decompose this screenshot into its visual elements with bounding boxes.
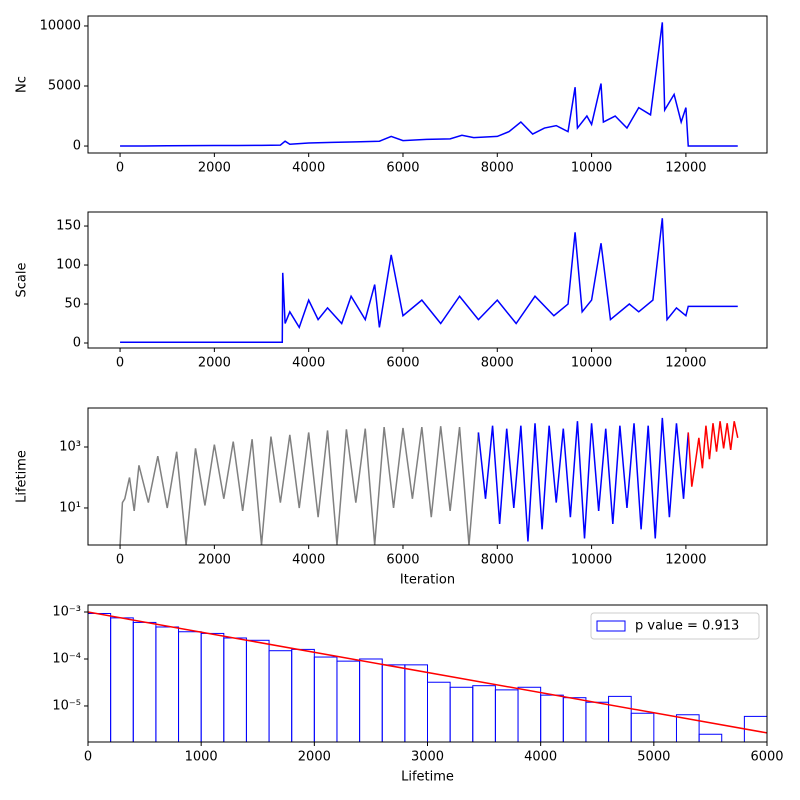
x-tick-label: 2000 — [198, 356, 231, 371]
hist-bar — [223, 637, 247, 742]
hist-bar — [245, 639, 270, 742]
y-axis-label: Scale — [15, 263, 30, 298]
hist-bar — [585, 701, 610, 742]
line — [120, 218, 738, 343]
x-tick-label: 8000 — [481, 356, 514, 371]
legend-label: p value = 0.913 — [635, 619, 739, 634]
x-axis-label: Lifetime — [401, 770, 454, 785]
hist-bar — [540, 694, 564, 742]
hist-bar — [132, 621, 157, 742]
hist-bar — [562, 697, 587, 742]
legend-swatch — [596, 620, 626, 632]
x-tick-label: 12000 — [665, 161, 706, 176]
hist-bar — [155, 626, 180, 742]
y-tick-label: 10¹ — [59, 500, 81, 515]
x-tick-label: 6000 — [386, 356, 419, 371]
x-tick-label: 6000 — [386, 553, 419, 568]
x-tick-label: 0 — [116, 553, 124, 568]
x-axis-label: Iteration — [400, 573, 455, 588]
y-tick-label: 100 — [56, 258, 81, 273]
axes-frame — [87, 407, 768, 546]
x-tick-label: 4000 — [292, 161, 325, 176]
hist-bar — [291, 648, 315, 742]
x-tick-label: 5000 — [637, 750, 670, 765]
hist-bar — [472, 685, 496, 742]
fit-line — [88, 611, 767, 734]
x-tick-label: 0 — [116, 161, 124, 176]
x-tick-label: 1000 — [185, 750, 218, 765]
y-tick-label: 5000 — [48, 79, 81, 94]
hist-bar — [698, 733, 723, 742]
hist-bar — [427, 681, 451, 742]
hist-bar — [200, 632, 225, 742]
hist-bar — [268, 650, 293, 742]
y-tick-label: 10000 — [40, 18, 81, 33]
line — [477, 417, 689, 542]
y-tick-label: 0 — [73, 336, 81, 351]
y-tick-label: 10⁻⁴ — [52, 651, 81, 666]
hist-bar — [88, 612, 112, 742]
x-tick-label: 10000 — [571, 356, 612, 371]
x-tick-label: 8000 — [481, 161, 514, 176]
x-tick-label: 10000 — [571, 553, 612, 568]
y-tick-label: 0 — [73, 139, 81, 154]
x-tick-label: 6000 — [386, 161, 419, 176]
x-tick-label: 0 — [84, 750, 92, 765]
x-tick-label: 6000 — [750, 750, 783, 765]
y-axis-label: Lifetime — [15, 450, 30, 503]
y-tick-label: 10⁻³ — [52, 605, 81, 620]
y-tick-label: 10³ — [59, 439, 81, 454]
line — [120, 22, 738, 147]
hist-bar — [381, 664, 406, 742]
y-tick-label: 50 — [64, 297, 81, 312]
hist-bar — [494, 689, 519, 742]
x-tick-label: 4000 — [292, 553, 325, 568]
line — [119, 426, 480, 545]
x-tick-label: 8000 — [481, 553, 514, 568]
hist-bar — [336, 660, 361, 742]
hist-bar — [517, 686, 542, 742]
x-tick-label: 10000 — [571, 161, 612, 176]
x-tick-label: 2000 — [198, 161, 231, 176]
y-tick-label: 10⁻⁵ — [52, 698, 81, 713]
x-tick-label: 3000 — [411, 750, 444, 765]
x-tick-label: 12000 — [665, 553, 706, 568]
line — [687, 421, 739, 487]
x-tick-label: 4000 — [292, 356, 325, 371]
x-tick-label: 2000 — [298, 750, 331, 765]
x-tick-label: 12000 — [665, 356, 706, 371]
hist-bar — [630, 712, 655, 742]
hist-bar — [404, 664, 429, 742]
hist-bar — [449, 686, 474, 742]
axes-frame — [87, 15, 768, 154]
y-axis-label: Nc — [15, 76, 30, 93]
y-tick-label: 150 — [56, 219, 81, 234]
x-tick-label: 0 — [116, 356, 124, 371]
hist-bar — [359, 658, 383, 742]
hist-bar — [313, 656, 338, 742]
hist-bar — [178, 631, 202, 742]
axes-frame — [87, 211, 768, 349]
legend-box — [590, 612, 760, 640]
hist-bar — [608, 695, 632, 742]
axes-frame — [87, 604, 768, 743]
hist-bar — [110, 617, 134, 742]
x-tick-label: 4000 — [524, 750, 557, 765]
x-tick-label: 2000 — [198, 553, 231, 568]
